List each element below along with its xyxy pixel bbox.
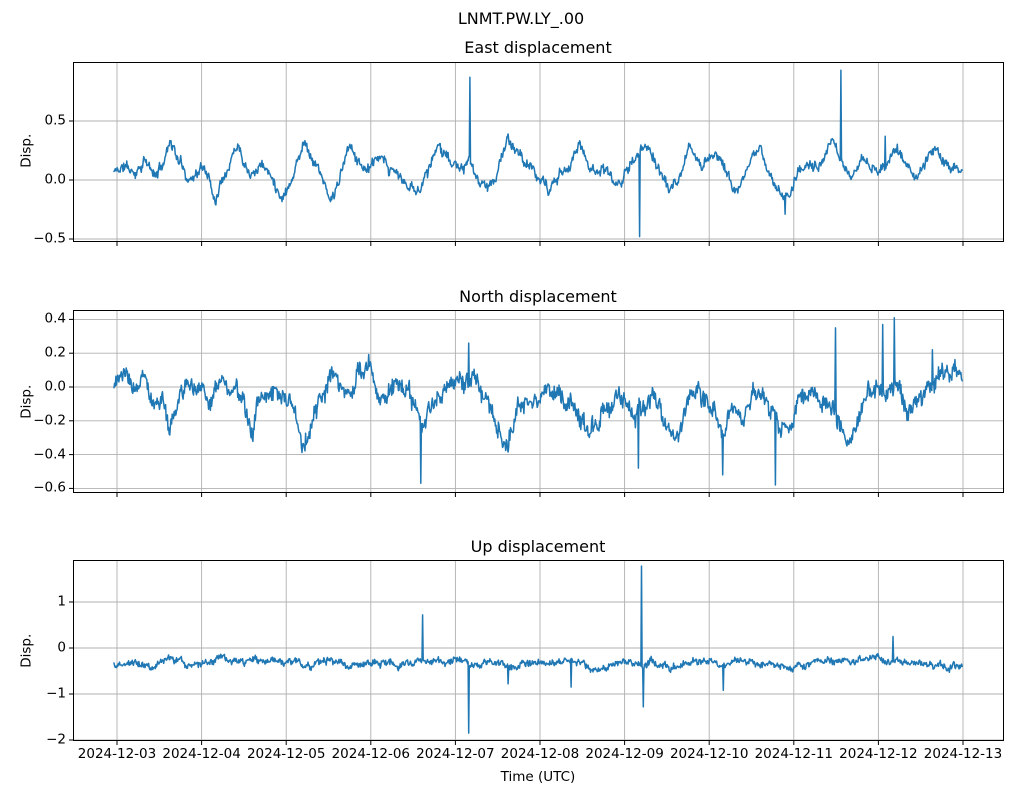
y-tick-label: −2	[46, 731, 66, 748]
up-chart-svg	[69, 560, 1004, 745]
grid-lines	[74, 63, 1003, 241]
x-tick-label: 2024-12-08	[500, 746, 580, 762]
x-tick-label: 2024-12-13	[923, 746, 1003, 762]
y-tick-label: −0.2	[33, 412, 66, 429]
axis-ticks	[69, 120, 964, 246]
y-tick-label: 0.2	[44, 344, 66, 361]
y-tick-label: 0.0	[44, 171, 66, 188]
y-tick-label: 0.0	[44, 378, 66, 395]
north-chart-svg	[69, 310, 1004, 497]
y-tick-label: −0.6	[33, 479, 66, 496]
x-tick-label: 2024-12-05	[246, 746, 326, 762]
x-tick-label: 2024-12-12	[839, 746, 918, 762]
subplot-title-east: East displacement	[464, 38, 612, 57]
subplot-title-north: North displacement	[459, 287, 617, 306]
x-tick-label: 2024-12-06	[331, 746, 411, 762]
y-tick-label: 1	[57, 593, 66, 610]
data-line-east	[113, 69, 963, 238]
axis-ticks	[69, 601, 964, 745]
x-axis-label: Time (UTC)	[500, 769, 576, 785]
y-tick-label: 0	[57, 639, 66, 656]
x-tick-label: 2024-12-09	[585, 746, 664, 762]
y-tick-label: −1	[46, 685, 66, 702]
x-tick-label: 2024-12-04	[162, 746, 241, 762]
y-tick-label: 0.4	[44, 310, 66, 327]
axes-border	[73, 310, 1004, 493]
axis-ticks	[69, 318, 964, 497]
y-tick-label: 0.5	[44, 112, 66, 129]
x-tick-label: 2024-12-07	[416, 746, 495, 762]
east-chart-svg	[69, 62, 1004, 246]
figure-title: LNMT.PW.LY_.00	[457, 9, 585, 28]
x-tick-label: 2024-12-11	[754, 746, 834, 762]
y-tick-label: −0.4	[33, 445, 66, 462]
x-tick-label: 2024-12-03	[77, 746, 157, 762]
y-tick-label: −0.5	[33, 230, 66, 247]
axes-border	[73, 560, 1004, 741]
grid-lines	[74, 561, 1003, 741]
axes-border	[73, 62, 1004, 242]
data-line-north	[113, 316, 963, 486]
x-tick-label: 2024-12-10	[669, 746, 749, 762]
subplot-title-up: Up displacement	[470, 537, 606, 556]
data-line-up	[113, 565, 963, 734]
